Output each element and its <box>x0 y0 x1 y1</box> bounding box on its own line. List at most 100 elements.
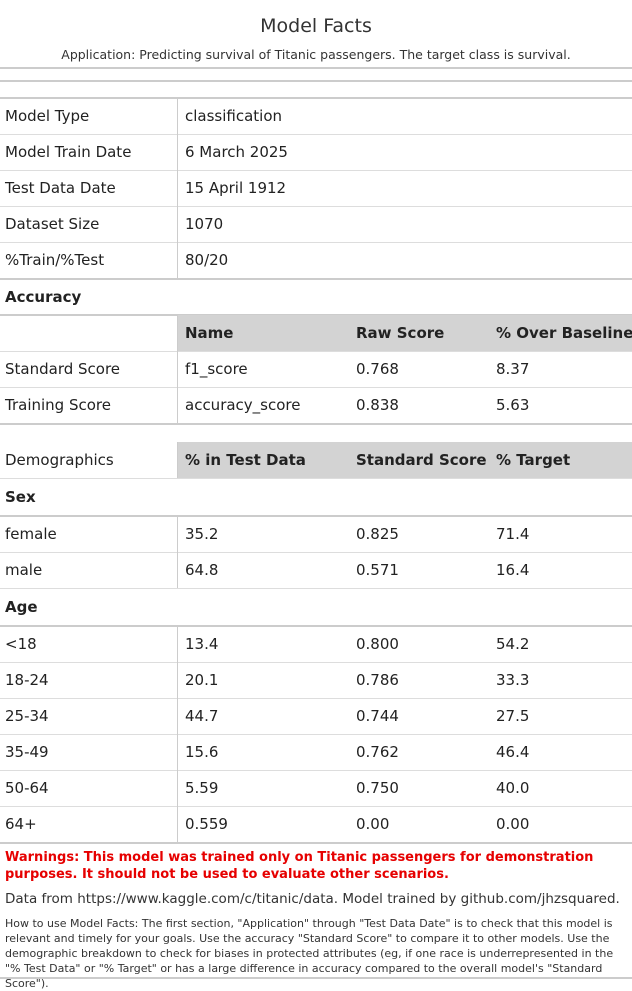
page-title: Model Facts <box>260 15 372 37</box>
row-label: 50-64 <box>5 779 49 797</box>
detail-value: classification <box>177 98 632 134</box>
detail-row-dataset-size: Dataset Size 1070 <box>0 206 632 242</box>
section-divider <box>0 423 632 425</box>
section-divider <box>0 278 632 280</box>
accuracy-header-row: Name Raw Score % Over Baseline <box>0 315 632 351</box>
accuracy-row-training: Training Score accuracy_score 0.838 5.63 <box>0 387 632 423</box>
raw-score: 0.768 <box>356 360 399 378</box>
standard-score: 0.786 <box>356 671 399 689</box>
column-header: % in Test Data <box>177 442 349 478</box>
section-divider <box>0 515 632 517</box>
pct-target: 16.4 <box>496 561 530 579</box>
row-divider <box>0 170 632 171</box>
row-divider <box>0 662 632 663</box>
row-divider <box>0 806 632 807</box>
row-label: 64+ <box>5 815 37 833</box>
detail-label: %Train/%Test <box>5 251 105 269</box>
group-heading-sex: Sex <box>5 488 36 506</box>
column-header: % Target <box>489 442 632 478</box>
group-heading-age: Age <box>5 598 38 616</box>
demographic-row-female: female 35.2 0.825 71.4 <box>0 516 632 552</box>
detail-value: 15 April 1912 <box>177 170 632 206</box>
pct-test-data: 44.7 <box>177 698 349 734</box>
demographics-heading: Demographics <box>5 451 114 469</box>
pct-target: 54.2 <box>496 635 530 653</box>
pct-target: 0.00 <box>496 815 530 833</box>
detail-value: 80/20 <box>177 242 632 278</box>
data-source-text: Data from https://www.kaggle.com/c/titan… <box>5 891 620 907</box>
detail-row-train-test: %Train/%Test 80/20 <box>0 242 632 278</box>
demographic-row-35-49: 35-49 15.6 0.762 46.4 <box>0 734 632 770</box>
pct-test-data: 13.4 <box>177 626 349 662</box>
pct-test-data: 35.2 <box>177 516 349 552</box>
row-divider <box>0 770 632 771</box>
row-divider <box>0 588 632 589</box>
pct-target: 71.4 <box>496 525 530 543</box>
row-divider <box>0 387 632 388</box>
row-divider <box>0 698 632 699</box>
standard-score: 0.00 <box>356 815 390 833</box>
pct-target: 33.3 <box>496 671 530 689</box>
pct-test-data: 15.6 <box>177 734 349 770</box>
score-name: f1_score <box>177 351 349 387</box>
row-label: 18-24 <box>5 671 49 689</box>
over-baseline: 8.37 <box>496 360 530 378</box>
row-label: female <box>5 525 57 543</box>
row-label: Standard Score <box>5 360 121 378</box>
pct-test-data: 64.8 <box>177 552 349 588</box>
row-divider <box>0 206 632 207</box>
standard-score: 0.744 <box>356 707 399 725</box>
standard-score: 0.750 <box>356 779 399 797</box>
application-text: Application: Predicting survival of Tita… <box>61 47 571 62</box>
score-name: accuracy_score <box>177 387 349 423</box>
detail-label: Dataset Size <box>5 215 100 233</box>
row-divider <box>0 134 632 135</box>
row-divider <box>0 351 632 352</box>
pct-test-data: 5.59 <box>177 770 349 806</box>
detail-value: 6 March 2025 <box>177 134 632 170</box>
pct-target: 27.5 <box>496 707 530 725</box>
divider <box>0 80 632 82</box>
row-label: <18 <box>5 635 37 653</box>
demographic-row-50-64: 50-64 5.59 0.750 40.0 <box>0 770 632 806</box>
demographic-row-18-24: 18-24 20.1 0.786 33.3 <box>0 662 632 698</box>
over-baseline: 5.63 <box>496 396 530 414</box>
demographic-row-under-18: <18 13.4 0.800 54.2 <box>0 626 632 662</box>
column-header: Raw Score <box>349 315 489 351</box>
detail-row-model-type: Model Type classification <box>0 98 632 134</box>
detail-label: Test Data Date <box>5 179 116 197</box>
accuracy-row-standard: Standard Score f1_score 0.768 8.37 <box>0 351 632 387</box>
standard-score: 0.800 <box>356 635 399 653</box>
demographic-row-male: male 64.8 0.571 16.4 <box>0 552 632 588</box>
row-label: 35-49 <box>5 743 49 761</box>
column-header: % Over Baseline <box>489 315 632 351</box>
column-header: Name <box>177 315 349 351</box>
row-divider <box>0 734 632 735</box>
divider <box>0 67 632 69</box>
demographic-row-64-plus: 64+ 0.559 0.00 0.00 <box>0 806 632 842</box>
detail-label: Model Type <box>5 107 90 125</box>
demographics-header-row: Demographics % in Test Data Standard Sco… <box>0 442 632 478</box>
row-label: male <box>5 561 43 579</box>
section-divider <box>0 842 632 844</box>
detail-value: 1070 <box>177 206 632 242</box>
pct-target: 40.0 <box>496 779 530 797</box>
row-divider <box>0 552 632 553</box>
standard-score: 0.825 <box>356 525 399 543</box>
row-divider <box>0 478 632 479</box>
accuracy-heading: Accuracy <box>5 288 82 306</box>
section-divider <box>0 625 632 627</box>
detail-row-train-date: Model Train Date 6 March 2025 <box>0 134 632 170</box>
pct-target: 46.4 <box>496 743 530 761</box>
raw-score: 0.838 <box>356 396 399 414</box>
bottom-divider <box>0 977 632 979</box>
row-divider <box>0 242 632 243</box>
divider <box>0 97 632 99</box>
warning-text: Warnings: This model was trained only on… <box>5 850 594 882</box>
row-label: Training Score <box>5 396 111 414</box>
demographic-row-25-34: 25-34 44.7 0.744 27.5 <box>0 698 632 734</box>
row-label: 25-34 <box>5 707 49 725</box>
pct-test-data: 0.559 <box>177 806 349 842</box>
how-to-use-text: How to use Model Facts: The first sectio… <box>5 917 614 990</box>
standard-score: 0.571 <box>356 561 399 579</box>
